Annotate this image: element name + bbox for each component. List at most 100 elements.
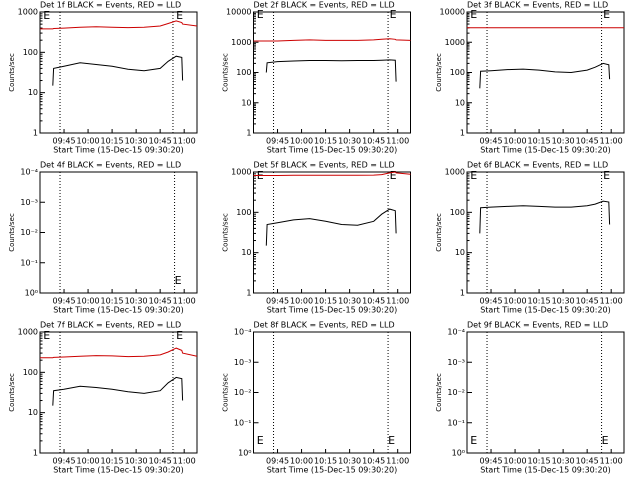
chart-title: Det 8f BLACK = Events, RED = LLD	[254, 321, 395, 330]
x-tick-label: 10:15	[528, 457, 551, 466]
x-tick-label: 11:00	[600, 137, 623, 146]
x-tick-label: 09:45	[479, 297, 502, 306]
x-tick-label: 10:30	[125, 297, 148, 306]
x-tick-label: 10:30	[338, 457, 361, 466]
y-axis-label: Counts/sec	[435, 373, 443, 412]
x-tick-label: 10:00	[290, 137, 313, 146]
x-tick-label: 10:00	[504, 137, 527, 146]
series-line	[40, 20, 198, 30]
x-tick-label: 10:00	[504, 297, 527, 306]
y-tick-label: 100	[23, 48, 38, 57]
chart-title: Det 2f BLACK = Events, RED = LLD	[254, 1, 395, 10]
y-tick-label: 100	[450, 68, 465, 77]
y-axis-label: Counts/sec	[435, 53, 443, 92]
y-tick-label: 1	[460, 289, 465, 298]
annotation: E	[43, 9, 50, 22]
x-tick-label: 10:15	[528, 137, 551, 146]
annotation: E	[470, 8, 477, 21]
x-tick-label: 10:30	[125, 137, 148, 146]
y-tick-label: 1000	[231, 168, 251, 177]
x-tick-label: 10:30	[125, 457, 148, 466]
x-tick-label: 09:45	[479, 137, 502, 146]
series-line	[52, 376, 184, 406]
x-tick-label: 11:00	[600, 457, 623, 466]
x-tick-label: 09:45	[52, 457, 75, 466]
chart-title: Det 6f BLACK = Events, RED = LLD	[467, 161, 608, 170]
x-tick-label: 10:30	[338, 137, 361, 146]
x-tick-label: 11:00	[386, 297, 409, 306]
y-tick-label: 100	[23, 368, 38, 377]
x-axis-label: Start Time (15-Dec-15 09:30:20)	[53, 466, 184, 475]
y-tick-label: 10⁻²	[447, 388, 465, 397]
y-tick-label: 10⁰	[452, 449, 465, 458]
y-tick-label: 10⁻²	[234, 388, 252, 397]
y-tick-label: 10	[455, 98, 465, 107]
y-tick-label: 10⁻¹	[234, 418, 252, 427]
y-tick-label: 10⁻¹	[447, 418, 465, 427]
annotation: E	[257, 434, 264, 447]
x-tick-label: 10:30	[552, 297, 575, 306]
y-tick-label: 10⁻⁴	[20, 168, 38, 177]
plot-frame	[253, 331, 411, 454]
x-tick-label: 10:45	[362, 297, 385, 306]
y-tick-label: 1	[246, 129, 251, 138]
annotation: E	[603, 8, 610, 21]
x-tick-label: 10:45	[362, 137, 385, 146]
chart-title: Det 7f BLACK = Events, RED = LLD	[40, 321, 181, 330]
x-tick-label: 10:15	[314, 457, 337, 466]
plot-frame	[39, 171, 198, 294]
x-tick-label: 10:45	[149, 297, 172, 306]
y-axis-label: Counts/sec	[8, 213, 16, 252]
x-tick-label: 10:30	[338, 297, 361, 306]
y-tick-label: 10	[455, 248, 465, 257]
y-tick-label: 10	[241, 98, 251, 107]
annotation: E	[470, 434, 477, 447]
x-tick-label: 10:00	[77, 137, 100, 146]
y-tick-label: 1000	[18, 8, 38, 17]
x-tick-label: 09:45	[266, 297, 289, 306]
y-axis-label: Counts/sec	[222, 213, 230, 252]
annotation: E	[470, 169, 477, 182]
y-tick-label: 100	[236, 208, 251, 217]
x-axis-label: Start Time (15-Dec-15 09:30:20)	[267, 306, 398, 315]
series-line	[265, 208, 397, 246]
y-tick-label: 10⁻¹	[20, 258, 38, 267]
series-line	[265, 59, 397, 82]
y-tick-label: 1	[33, 129, 38, 138]
y-tick-label: 100	[450, 208, 465, 217]
y-tick-label: 10000	[226, 8, 251, 17]
x-tick-label: 10:15	[314, 137, 337, 146]
x-tick-label: 11:00	[173, 457, 196, 466]
x-axis-label: Start Time (15-Dec-15 09:30:20)	[480, 146, 611, 155]
annotation: E	[390, 8, 397, 21]
x-tick-label: 10:30	[552, 137, 575, 146]
annotation: E	[43, 329, 50, 342]
y-tick-label: 1000	[445, 168, 465, 177]
annotation: E	[602, 434, 609, 447]
plot-frame	[39, 11, 198, 134]
plot-frame	[253, 11, 411, 134]
series-line	[479, 62, 611, 89]
x-tick-label: 10:15	[101, 297, 124, 306]
x-tick-label: 10:00	[290, 297, 313, 306]
x-tick-label: 10:30	[552, 457, 575, 466]
series-line	[40, 347, 198, 359]
x-tick-label: 09:45	[52, 137, 75, 146]
x-tick-label: 11:00	[386, 457, 409, 466]
y-tick-label: 10⁻³	[447, 358, 465, 367]
x-tick-label: 10:00	[504, 457, 527, 466]
x-tick-label: 11:00	[173, 297, 196, 306]
annotation: E	[390, 169, 397, 182]
annotation: E	[175, 274, 182, 287]
y-axis-label: Counts/sec	[222, 53, 230, 92]
annotation: E	[176, 9, 183, 22]
x-axis-label: Start Time (15-Dec-15 09:30:20)	[267, 146, 398, 155]
y-axis-label: Counts/sec	[222, 373, 230, 412]
plot-frame	[466, 171, 625, 294]
y-tick-label: 10⁰	[238, 449, 251, 458]
annotation: E	[388, 434, 395, 447]
x-tick-label: 11:00	[600, 297, 623, 306]
x-tick-label: 10:15	[101, 457, 124, 466]
x-tick-label: 10:15	[101, 137, 124, 146]
